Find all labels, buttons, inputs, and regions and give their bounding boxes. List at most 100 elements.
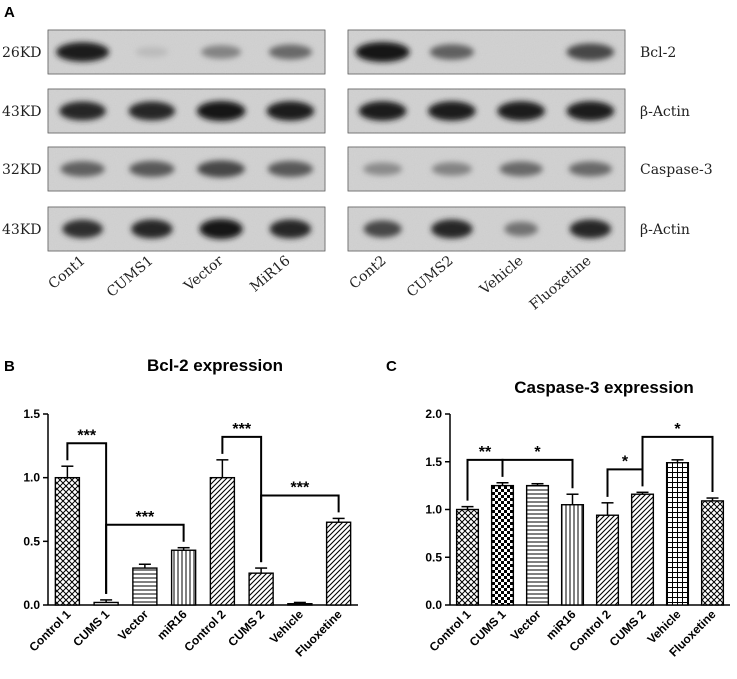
bar	[93, 601, 119, 606]
bar	[455, 508, 480, 606]
significance-label: ***	[77, 427, 96, 444]
significance-label: ***	[291, 479, 310, 496]
blot-band	[131, 219, 173, 239]
y-tick-label: 1.0	[23, 471, 40, 485]
blot-band	[56, 42, 110, 62]
y-tick-label: 2.0	[425, 407, 442, 421]
panel-a-letter: A	[4, 4, 15, 21]
blot-band	[266, 101, 315, 121]
bar	[665, 462, 690, 606]
significance-label: ***	[136, 509, 155, 526]
panel-letter: C	[386, 358, 397, 375]
lane-label: Vehicle	[476, 253, 526, 299]
significance-bracket	[501, 458, 574, 489]
lane-label: Cont1	[46, 253, 89, 293]
blot-size-label: 26KD	[2, 45, 42, 61]
bar	[287, 603, 313, 606]
significance-bracket	[260, 494, 340, 563]
blot-size-label: 43KD	[2, 104, 42, 120]
significance-bracket	[66, 442, 108, 594]
blot-band	[428, 101, 476, 121]
lane-label: Cont2	[347, 253, 390, 293]
significance-label: *	[534, 444, 541, 461]
blot-band	[59, 101, 106, 121]
lane-label: Vector	[181, 253, 227, 295]
blot-band	[128, 101, 176, 121]
caspase3-expression-chart: C Caspase-3 expression 0.0 0.5 1.0 1.5 2.0 Cont…	[386, 358, 730, 660]
lane-label: CUMS1	[104, 253, 157, 301]
category-label: Vector	[508, 607, 544, 643]
category-label: CUMS 2	[607, 607, 649, 649]
bar	[700, 500, 725, 606]
y-tick-label: 0.0	[425, 598, 442, 612]
significance-label: **	[479, 444, 492, 461]
blot-band	[268, 44, 312, 60]
blot-band	[196, 101, 246, 121]
lane-label: CUMS2	[404, 253, 457, 301]
blot-protein-label: β-Actin	[640, 104, 690, 120]
significance-label: *	[622, 453, 629, 470]
bar	[54, 476, 81, 606]
significance-bracket	[641, 435, 714, 493]
category-label: CUMS 1	[70, 607, 112, 649]
western-blot-lane-labels: Cont1 CUMS1 Vector MiR16 Cont2 CUMS2 Vehicle Fl…	[46, 253, 595, 314]
chart-title: Bcl-2 expression	[147, 356, 283, 375]
blot-band	[135, 46, 169, 58]
blot-size-label: 43KD	[2, 222, 42, 238]
blot-band	[355, 42, 410, 62]
blot-band	[499, 161, 543, 177]
blot-protein-label: Bcl-2	[640, 45, 676, 61]
bar	[630, 493, 655, 606]
significance-bracket	[105, 523, 185, 594]
significance-label: ***	[232, 421, 251, 438]
blot-band	[62, 219, 103, 239]
bar	[560, 504, 585, 606]
significance-label: *	[674, 421, 681, 438]
bar	[525, 484, 550, 606]
y-tick-label: 1.5	[23, 407, 40, 421]
blot-band	[199, 219, 243, 239]
bar	[132, 567, 158, 606]
blot-protein-label: Caspase-3	[640, 162, 713, 178]
blot-band	[431, 219, 473, 239]
bar	[490, 484, 515, 606]
category-label: CUMS 2	[225, 607, 267, 649]
category-label: CUMS 1	[467, 607, 509, 649]
blot-band	[267, 161, 314, 177]
category-label: Vector	[115, 607, 151, 643]
blot-band	[568, 161, 612, 177]
western-blot-panel: 26KD Bcl-2 43KD β-Actin 32KD Caspase-3 43KD β-A…	[2, 29, 713, 252]
blot-band	[363, 162, 403, 176]
blot-band	[569, 219, 612, 239]
blot-band	[566, 101, 615, 121]
bar	[209, 476, 236, 606]
blot-band	[497, 101, 545, 121]
blot-size-label: 32KD	[2, 162, 42, 178]
y-tick-label: 0.0	[23, 598, 40, 612]
bar	[595, 514, 620, 606]
lane-label: MiR16	[247, 253, 293, 296]
blot-band	[60, 161, 105, 177]
category-label: miR16	[154, 607, 190, 643]
blot-band	[201, 45, 242, 59]
y-tick-label: 1.5	[425, 455, 442, 469]
blot-band	[269, 219, 312, 239]
category-label: Control 1	[26, 607, 73, 654]
blot-band	[358, 101, 407, 121]
blot-band	[129, 161, 175, 177]
y-tick-label: 0.5	[23, 534, 40, 548]
blot-band	[504, 221, 538, 237]
bar	[248, 572, 274, 606]
y-tick-label: 0.5	[425, 550, 442, 564]
blot-band	[431, 162, 472, 176]
panel-letter: B	[4, 358, 15, 375]
bar	[170, 549, 197, 606]
blot-protein-label: β-Actin	[640, 222, 690, 238]
lane-label: Fluoxetine	[527, 253, 595, 314]
y-tick-label: 1.0	[425, 503, 442, 517]
blot-band	[566, 43, 615, 61]
blot-band	[197, 160, 245, 178]
bar	[325, 521, 352, 606]
